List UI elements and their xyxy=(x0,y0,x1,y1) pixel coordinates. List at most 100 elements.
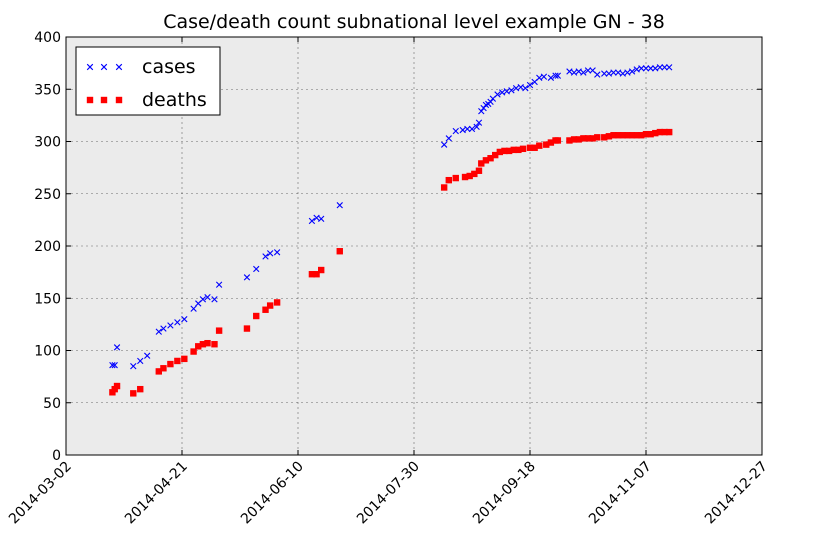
y-tick-label: 350 xyxy=(34,82,61,98)
cases-point xyxy=(144,352,151,359)
deaths-point xyxy=(515,146,522,154)
cases-point xyxy=(445,135,452,142)
cases-point xyxy=(336,202,343,209)
deaths-point xyxy=(266,302,274,309)
data-markers xyxy=(109,64,673,397)
cases-point xyxy=(130,362,137,370)
deaths-point xyxy=(113,382,121,390)
deaths-point xyxy=(445,176,452,184)
cases-point xyxy=(243,274,251,281)
cases-point xyxy=(452,127,459,135)
deaths-point xyxy=(273,299,281,306)
legend-marker xyxy=(100,96,108,104)
deaths-point xyxy=(262,306,269,313)
deaths-point xyxy=(519,145,527,153)
deaths-point xyxy=(336,248,343,255)
legend-marker xyxy=(86,63,94,71)
cases-point xyxy=(109,361,116,369)
cases-point xyxy=(594,71,601,78)
y-tick-label: 250 xyxy=(34,187,61,203)
deaths-point xyxy=(666,128,673,136)
legend-box xyxy=(75,46,221,116)
deaths-point xyxy=(181,355,188,363)
cases-point xyxy=(536,74,543,81)
y-tick-label: 200 xyxy=(34,239,61,255)
deaths-point xyxy=(647,130,654,138)
cases-point xyxy=(266,250,274,257)
deaths-point xyxy=(155,368,162,375)
cases-point xyxy=(204,294,211,301)
deaths-point xyxy=(174,357,181,365)
cases-point xyxy=(262,253,269,260)
deaths-point xyxy=(619,132,626,139)
cases-point xyxy=(666,64,673,71)
cases-point xyxy=(624,69,631,76)
deaths-point xyxy=(318,266,325,274)
chart-title: Case/death count subnational level examp… xyxy=(163,11,665,33)
deaths-point xyxy=(253,312,260,320)
deaths-point xyxy=(313,271,320,278)
cases-point xyxy=(199,296,207,303)
deaths-point xyxy=(605,133,613,140)
deaths-point xyxy=(466,172,473,180)
deaths-point xyxy=(628,132,636,139)
cases-point xyxy=(547,74,555,81)
cases-point xyxy=(160,325,167,332)
legend-entry-cases: cases xyxy=(86,56,196,78)
deaths-point xyxy=(536,142,543,149)
deaths-point xyxy=(661,128,668,136)
deaths-point xyxy=(195,343,202,350)
deaths-point xyxy=(656,128,664,136)
deaths-point xyxy=(215,327,223,334)
cases-point xyxy=(522,85,529,92)
y-tick-label: 150 xyxy=(34,291,61,307)
deaths-point xyxy=(570,136,578,143)
deaths-point xyxy=(594,134,601,141)
y-tick-label: 400 xyxy=(34,30,61,46)
deaths-point xyxy=(471,170,478,178)
deaths-point xyxy=(614,132,622,139)
cases-point xyxy=(174,319,181,326)
deaths-point xyxy=(589,135,596,142)
cases-point xyxy=(498,89,506,96)
deaths-point xyxy=(204,339,211,347)
deaths-point xyxy=(167,360,174,368)
cases-point xyxy=(503,88,510,95)
legend-entry-deaths: deaths xyxy=(86,89,207,111)
deaths-point xyxy=(160,365,167,372)
deaths-point xyxy=(487,155,494,162)
cases-point xyxy=(554,72,562,79)
deaths-point xyxy=(642,130,650,138)
cases-point xyxy=(475,119,483,126)
cases-point xyxy=(487,98,494,105)
series-cases xyxy=(109,64,673,370)
cases-point xyxy=(575,68,582,75)
legend-marker xyxy=(100,63,108,71)
deaths-point xyxy=(190,348,197,355)
deaths-point xyxy=(526,144,534,151)
cases-point xyxy=(614,69,622,76)
deaths-point xyxy=(510,146,517,154)
axis-ticks xyxy=(65,36,763,456)
deaths-point xyxy=(580,135,587,142)
cases-point xyxy=(526,81,534,89)
deaths-point xyxy=(308,271,316,278)
cases-point xyxy=(508,87,515,94)
y-tick-label: 300 xyxy=(34,135,61,151)
cases-point xyxy=(633,66,640,73)
cases-point xyxy=(642,65,650,72)
legend-marker xyxy=(115,96,123,104)
deaths-point xyxy=(461,173,469,181)
cases-point xyxy=(137,357,144,365)
cases-point xyxy=(570,69,578,76)
deaths-point xyxy=(199,341,207,348)
legend-marker xyxy=(86,96,94,104)
cases-point xyxy=(517,83,524,91)
cases-point xyxy=(628,68,636,75)
cases-point xyxy=(512,85,520,92)
cases-point xyxy=(566,68,573,75)
deaths-point xyxy=(505,147,513,155)
cases-point xyxy=(440,141,448,148)
deaths-point xyxy=(478,160,485,167)
cases-point xyxy=(215,281,223,288)
